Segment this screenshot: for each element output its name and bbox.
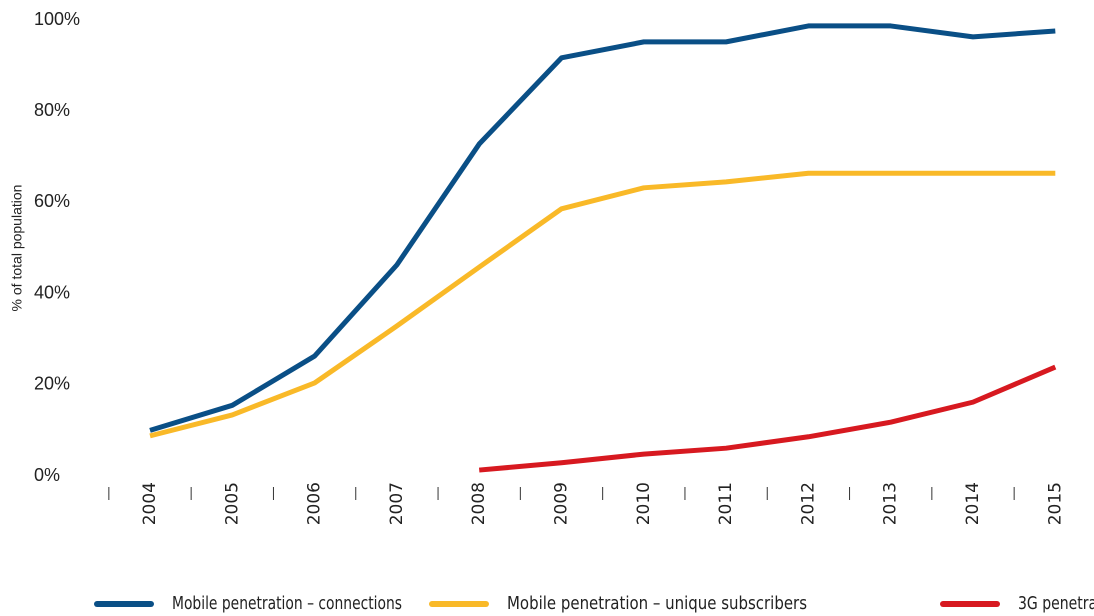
- y-tick-label: 60%: [34, 191, 70, 211]
- x-tick-label: 2006: [305, 482, 325, 525]
- x-tick-label: 2005: [222, 482, 242, 525]
- y-tick-label: 100%: [34, 9, 80, 29]
- y-tick-label: 20%: [34, 374, 70, 394]
- y-tick-label: 40%: [34, 282, 70, 302]
- x-tick-label: 2011: [716, 482, 736, 525]
- x-tick-label: 2012: [798, 482, 818, 525]
- x-tick-label: 2013: [881, 482, 901, 525]
- y-axis-label: % of total population: [9, 185, 25, 312]
- x-tick-label: 2015: [1045, 482, 1065, 525]
- legend-label: Mobile penetration – connections: [172, 593, 402, 614]
- y-tick-label: 0%: [34, 465, 60, 485]
- series-line: [149, 170, 1056, 439]
- series-line: [478, 364, 1057, 473]
- x-tick-label: 2007: [387, 482, 407, 525]
- x-tick-label: 2004: [140, 482, 160, 525]
- legend-label: 3G penetration: [1018, 593, 1094, 614]
- x-tick-label: 2009: [552, 482, 572, 525]
- series-line: [149, 23, 1056, 433]
- x-tick-label: 2008: [469, 482, 489, 525]
- x-tick-label: 2010: [634, 482, 654, 525]
- x-tick-label: 2014: [963, 482, 983, 525]
- y-tick-label: 80%: [34, 100, 70, 120]
- legend-label: Mobile penetration – unique subscribers: [507, 593, 807, 614]
